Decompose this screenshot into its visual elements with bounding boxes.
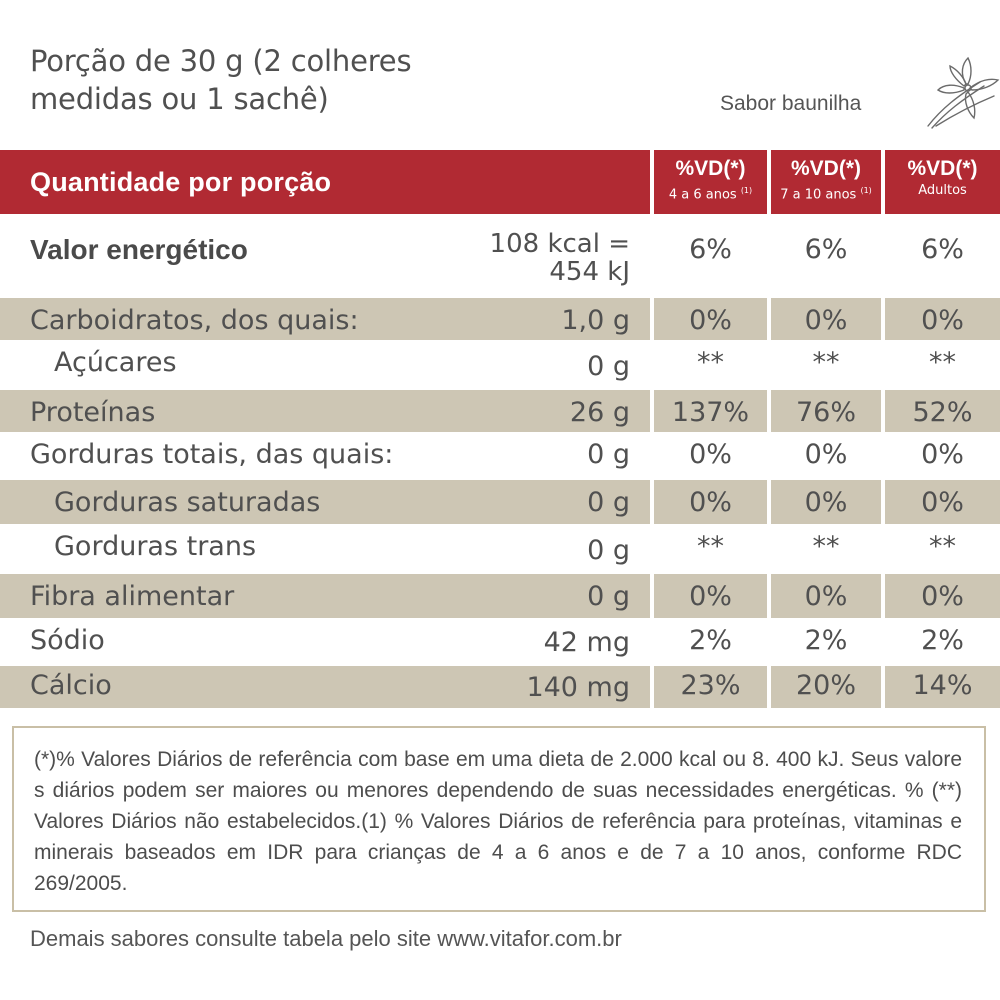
header-vd-adults: %VD(*) Adultos (885, 150, 1000, 214)
table-row: Açúcares 0 g ** ** ** (0, 340, 1000, 390)
row-quantity: 0 g (587, 535, 630, 566)
row-vd-4-6: 23% (680, 670, 741, 701)
header-vd-label: %VD(*) (907, 157, 978, 180)
row-quantity: 0 g (587, 487, 630, 518)
table-row: Carboidratos, dos quais: 1,0 g 0% 0% 0% (0, 298, 1000, 340)
row-vd-adults: 0% (921, 439, 964, 470)
row-vd-4-6: 0% (689, 439, 732, 470)
row-label: Cálcio (30, 670, 112, 701)
row-vd-4-6: ** (697, 531, 724, 562)
row-vd-adults: ** (929, 531, 956, 562)
row-label: Gorduras trans (54, 531, 257, 562)
table-row: Cálcio 140 mg 23% 20% 14% (0, 666, 1000, 708)
row-vd-adults: 0% (921, 487, 964, 518)
row-vd-7-10: ** (812, 531, 840, 562)
row-quantity: 42 mg (543, 627, 630, 658)
row-vd-adults: 14% (912, 670, 973, 701)
row-vd-adults: 6% (921, 234, 964, 265)
row-vd-adults: 2% (921, 625, 964, 656)
row-vd-7-10: 76% (795, 397, 856, 428)
row-vd-adults: 0% (921, 581, 964, 612)
energy-kj: 454 kJ (549, 257, 630, 287)
table-row: Gorduras saturadas 0 g 0% 0% 0% (0, 480, 1000, 524)
row-vd-adults: 52% (912, 397, 973, 428)
row-label: Gorduras totais, das quais: (30, 439, 394, 470)
table-row: Valor energético 108 kcal = 454 kJ 6% 6%… (0, 214, 1000, 298)
vanilla-flower-icon (927, 56, 1000, 129)
row-quantity: 140 mg (526, 672, 630, 703)
more-flavors-note: Demais sabores consulte tabela pelo site… (30, 926, 622, 951)
flavor-label: Sabor baunilha (720, 92, 862, 115)
portion-size: Porção de 30 g (2 colheres medidas ou 1 … (30, 44, 412, 116)
row-vd-7-10: 20% (795, 670, 856, 701)
table-row: Fibra alimentar 0 g 0% 0% 0% (0, 574, 1000, 618)
row-vd-adults: 0% (921, 305, 964, 336)
row-vd-4-6: 0% (689, 581, 732, 612)
table-header: Quantidade por porção %VD(*) 4 a 6 anos … (0, 150, 1000, 214)
row-vd-4-6: ** (697, 347, 724, 378)
row-label: Gorduras saturadas (54, 487, 321, 518)
header-vd-label: %VD(*) (675, 157, 746, 180)
table-row: Sódio 42 mg 2% 2% 2% (0, 618, 1000, 666)
header-vd-sub: Adultos (918, 183, 967, 198)
header-title: Quantidade por porção (30, 167, 332, 197)
row-vd-7-10: 0% (804, 581, 848, 612)
row-vd-7-10: ** (812, 347, 840, 378)
row-vd-7-10: 0% (804, 439, 848, 470)
row-label: Açúcares (54, 347, 177, 378)
row-vd-7-10: 6% (804, 234, 848, 265)
row-label: Valor energético (30, 234, 248, 265)
header-vd-note: (1) (860, 186, 872, 195)
table-row: Proteínas 26 g 137% 76% 52% (0, 390, 1000, 432)
row-vd-4-6: 6% (689, 234, 732, 265)
row-vd-4-6: 2% (689, 625, 732, 656)
header-vd-sub: 4 a 6 anos (668, 187, 737, 203)
header-vd-note: (1) (740, 186, 753, 195)
row-label: Sódio (30, 625, 105, 656)
footnote-box: (*)% Valores Diários de referência com b… (12, 726, 986, 912)
header-vd-7-10: %VD(*) 7 a 10 anos (1) (771, 150, 881, 214)
row-vd-4-6: 137% (671, 397, 750, 428)
row-vd-4-6: 0% (689, 305, 732, 336)
row-quantity: 1,0 g (561, 305, 630, 336)
header-vd-label: %VD(*) (790, 157, 861, 180)
header-vd-4-6: %VD(*) 4 a 6 anos (1) (654, 150, 767, 214)
row-vd-7-10: 0% (804, 487, 848, 518)
row-label: Carboidratos, dos quais: (30, 305, 359, 336)
row-quantity: 0 g (587, 439, 630, 470)
row-quantity: 108 kcal = 454 kJ (470, 214, 630, 314)
table-row: Gorduras totais, das quais: 0 g 0% 0% 0% (0, 432, 1000, 480)
row-vd-7-10: 2% (804, 625, 848, 656)
header-vd-sub: 7 a 10 anos (780, 187, 857, 203)
row-quantity: 26 g (569, 397, 630, 428)
row-quantity: 0 g (587, 351, 630, 382)
row-vd-adults: ** (929, 347, 956, 378)
table-row: Gorduras trans 0 g ** ** ** (0, 524, 1000, 574)
row-label: Fibra alimentar (30, 581, 235, 612)
footnote-text: (*)% Valores Diários de referência com b… (34, 748, 962, 895)
energy-kcal: 108 kcal = (489, 229, 630, 259)
row-vd-4-6: 0% (689, 487, 732, 518)
row-vd-7-10: 0% (804, 305, 848, 336)
row-label: Proteínas (30, 397, 156, 428)
row-quantity: 0 g (587, 581, 630, 612)
